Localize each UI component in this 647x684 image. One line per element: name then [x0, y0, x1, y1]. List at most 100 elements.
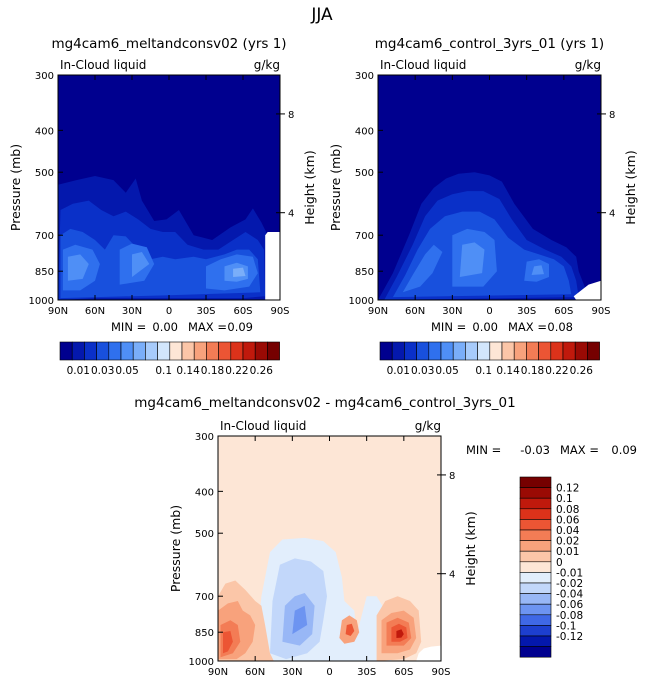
min-value: -0.03: [520, 443, 550, 457]
colorbar-box: [206, 341, 219, 361]
height-tick-label: 8: [609, 110, 615, 121]
lat-tick-label: 60N: [245, 667, 265, 678]
colorbar-box: [440, 341, 454, 361]
colorbar-label: -0.01: [556, 567, 583, 579]
missing-data: [265, 232, 280, 300]
colorbar-label: 0.04: [556, 525, 580, 537]
max-label: MAX =: [508, 320, 547, 334]
colorbar-box: [550, 341, 564, 361]
colorbar-box: [391, 341, 405, 361]
pressure-tick-label: 400: [195, 487, 214, 498]
colorbar-box: [71, 341, 85, 361]
lat-tick-label: 30S: [357, 667, 376, 678]
lat-tick-label: 30N: [282, 667, 302, 678]
units-label: g/kg: [415, 419, 441, 433]
height-tick-label: 4: [609, 209, 615, 220]
colorbar-box: [181, 341, 195, 361]
colorbar-box: [169, 341, 183, 361]
variable-label: In-Cloud liquid: [220, 419, 306, 433]
level-0.08-15s: [345, 623, 355, 636]
colorbar-label: -0.12: [556, 631, 583, 643]
level-0.08-nh: [223, 631, 233, 654]
colorbar-box: [519, 497, 552, 510]
colorbar-box: [489, 341, 503, 361]
y-axis-label: Pressure (mb): [328, 144, 343, 231]
colorbar-box: [574, 341, 588, 361]
colorbar-box: [157, 341, 171, 361]
colorbar-label: -0.08: [556, 610, 583, 622]
pressure-tick-label: 300: [35, 71, 54, 82]
lat-tick-label: 0: [166, 306, 172, 317]
min-value: 0.00: [472, 320, 498, 334]
lat-tick-label: 30S: [196, 306, 215, 317]
colorbar-box: [379, 341, 393, 361]
colorbar-box: [96, 341, 110, 361]
colorbar-box: [84, 341, 97, 361]
colorbar-box: [519, 635, 552, 647]
lat-tick-label: 90S: [591, 306, 610, 317]
lat-tick-label: 30N: [442, 306, 462, 317]
level-0.05-sh: [531, 265, 544, 275]
colorbar-box: [519, 614, 552, 626]
panel-control: mg4cam6_control_3yrs_01 (yrs 1) 300 400 500…: [328, 36, 638, 334]
max-label: MAX =: [560, 443, 599, 457]
pressure-tick-label: 300: [355, 71, 374, 82]
colorbar-label: 0.01: [67, 365, 90, 377]
missing-data: [573, 280, 601, 300]
colorbar-label: 0.03: [411, 365, 434, 377]
colorbar-box: [587, 341, 600, 361]
colorbar-box: [562, 341, 576, 361]
colorbar-label: 0.1: [556, 493, 573, 505]
pressure-tick-label: 500: [195, 529, 214, 540]
pressure-tick-label: 400: [355, 126, 374, 137]
lat-tick-label: 90N: [48, 306, 68, 317]
y-axis-right-label: Height (km): [623, 150, 638, 224]
y-axis-label: Pressure (mb): [8, 144, 23, 231]
pressure-tick-label: 1000: [189, 657, 214, 668]
colorbar-box: [519, 487, 552, 499]
colorbar-label: 0: [556, 557, 563, 569]
height-tick-label: 8: [449, 471, 455, 482]
colorbar-box: [519, 519, 552, 531]
colorbar-box: [267, 341, 280, 361]
panels: mg4cam6_meltandconsv02 (yrs 1)3004005007…: [8, 36, 638, 678]
lat-tick-label: 90N: [368, 306, 388, 317]
panel-difference: mg4cam6_meltandconsv02 - mg4cam6_control…: [134, 395, 637, 678]
pressure-tick-label: 700: [195, 592, 214, 603]
colorbar-label: -0.02: [556, 578, 583, 590]
colorbar-box: [218, 341, 232, 361]
panel-title: mg4cam6_meltandconsv02 (yrs 1): [51, 36, 286, 52]
pressure-tick-label: 400: [35, 126, 54, 137]
level-0.04-nh: [402, 244, 443, 293]
level-0.05-trop: [132, 252, 150, 277]
lat-tick-label: 0: [486, 306, 492, 317]
lat-tick-label: 60N: [405, 306, 425, 317]
y-axis-right-label: Height (km): [463, 511, 478, 585]
figure-title: JJA: [310, 5, 333, 25]
colorbar-label: 0.22: [545, 365, 568, 377]
colorbar-box: [416, 341, 430, 361]
colorbar-box: [145, 341, 158, 361]
colorbar-label: 0.05: [115, 365, 138, 377]
lat-tick-label: 30N: [122, 306, 142, 317]
pressure-tick-label: 1000: [349, 296, 374, 307]
panel-meltandconsv02: mg4cam6_meltandconsv02 (yrs 1) 300 400 500 7…: [8, 36, 317, 334]
colorbar-box: [193, 341, 207, 361]
colorbar-label: 0.26: [570, 365, 594, 377]
colorbar-box: [428, 341, 442, 361]
colorbar-label: 0.14: [496, 365, 520, 377]
colorbar-label: 0.22: [225, 365, 248, 377]
colorbar-label: 0.14: [176, 365, 200, 377]
colorbar-label: -0.06: [556, 599, 583, 611]
min-value: 0.00: [152, 320, 178, 334]
colorbar-box: [513, 341, 527, 361]
pressure-tick-label: 850: [355, 267, 374, 278]
max-value: 0.09: [611, 443, 637, 457]
variable-label: In-Cloud liquid: [380, 58, 466, 72]
colorbar-box: [519, 561, 552, 573]
colorbar-box: [108, 341, 122, 361]
missing-data: [416, 645, 441, 661]
lat-tick-label: 90N: [208, 667, 228, 678]
max-value: 0.08: [547, 320, 573, 334]
colorbar-label: 0.1: [155, 365, 172, 377]
